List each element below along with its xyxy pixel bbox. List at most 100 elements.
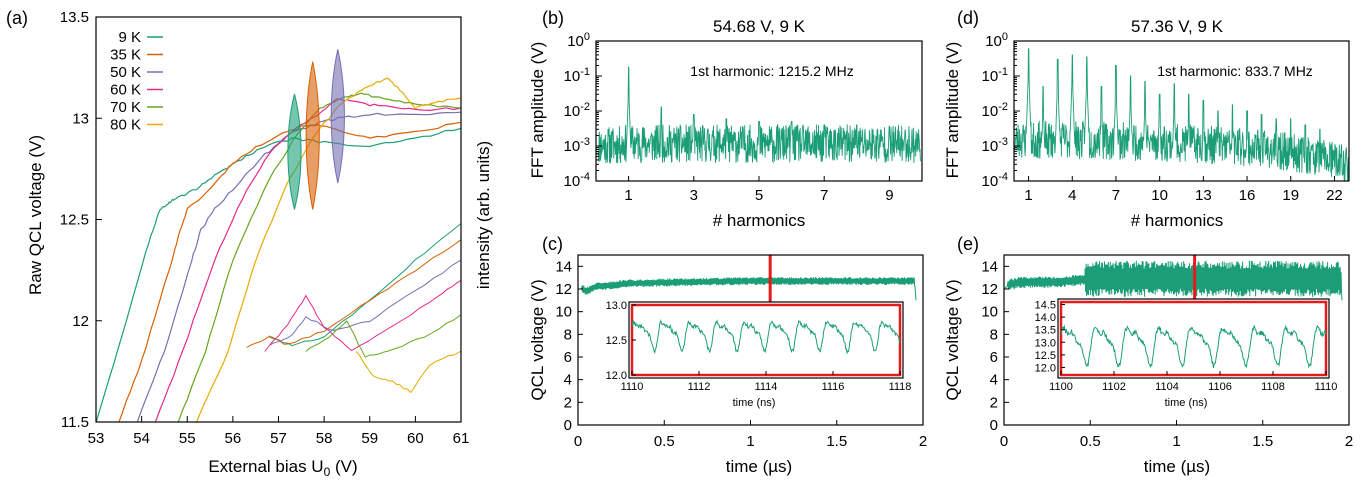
panel-c-xtick-label: 0.5 (654, 433, 675, 450)
panel-a-legend: 9 K35 K50 K60 K70 K80 K (110, 29, 163, 134)
panel-a-xtick-label: 60 (407, 430, 424, 447)
panel-e-inset-xlabel: time (ns) (1165, 397, 1208, 409)
panel-a-ytick-label: 12.5 (60, 212, 89, 229)
panel-e-xtick-label: 2 (1345, 433, 1353, 450)
panel-e-ytick-label: 0 (990, 417, 998, 434)
panel-e-ytick-label: 2 (990, 394, 998, 411)
panel-a-legend-label: 80 K (110, 117, 141, 134)
panel-d-ytick-label: 10-1 (982, 66, 1008, 85)
panel-c-inset-trace (631, 318, 901, 355)
panel-e-inset-xtick-label: 1104 (1155, 381, 1179, 393)
panel-e-xtick-label: 1.5 (1252, 433, 1273, 450)
panel-d-xtick-label: 7 (1112, 187, 1120, 204)
panel-b-plot-area (597, 66, 921, 164)
panel-b-frame (595, 40, 923, 182)
panel-a-spectrum-35K (305, 61, 320, 210)
panel-c: (c) time (µs) QCL voltage (V) time (ns) … (528, 234, 927, 476)
panel-a-series-35K (118, 121, 461, 422)
panel-d-xtick-label: 19 (1282, 187, 1299, 204)
panel-c-ytick-label: 8 (564, 326, 572, 343)
panel-c-ytick-label: 0 (564, 417, 572, 434)
panel-c-xlabel: time (µs) (726, 457, 792, 476)
panel-e-inset-xtick-label: 1108 (1261, 381, 1285, 393)
panel-c-ytick-label: 4 (564, 372, 572, 389)
panel-c-ytick-label: 2 (564, 394, 572, 411)
panel-c-label: (c) (542, 234, 563, 254)
panel-a-ylabel-right: intensity (arb. units) (474, 141, 493, 289)
panel-d-xtick-label: 10 (1151, 187, 1168, 204)
panel-a-ytick-label: 12 (72, 313, 89, 330)
panel-a-spectrum-9K (287, 93, 302, 210)
panel-c-xtick-label: 2 (919, 433, 927, 450)
panel-e-inset-ytick-label: 12.5 (1035, 350, 1056, 362)
panel-c-inset-xlabel: time (ns) (733, 397, 776, 409)
panel-c-xtick-label: 1.5 (826, 433, 847, 450)
panel-a-xtick-label: 53 (88, 430, 105, 447)
panel-b-ytick-label: 10-4 (564, 171, 590, 190)
panel-d-ylabel: FFT amplitude (V) (943, 42, 962, 179)
panel-a-xtick-label: 56 (225, 430, 242, 447)
panel-a-ytick-label: 13.5 (60, 9, 89, 26)
panel-d-ytick-label: 10-2 (982, 101, 1008, 120)
panel-b-ytick-label: 10-3 (564, 136, 590, 155)
panel-a-xtick-label: 54 (133, 430, 150, 447)
panel-d-xlabel: # harmonics (1131, 211, 1224, 230)
panel-e-xtick-label: 1 (1172, 433, 1180, 450)
panel-c-inset-ytick-label: 13.0 (606, 300, 627, 312)
panel-a-legend-label: 60 K (110, 82, 141, 99)
panel-e-inset-xtick-label: 1100 (1049, 381, 1073, 393)
panel-a-legend-label: 50 K (110, 64, 141, 81)
panel-e-xtick-label: 0 (1000, 433, 1008, 450)
panel-c-xtick-label: 1 (746, 433, 754, 450)
panel-c-inset-frame (630, 303, 902, 377)
panel-b-label: (b) (542, 8, 564, 28)
panel-e-ytick-label: 8 (990, 326, 998, 343)
panel-b-spectrum-trace (597, 66, 921, 164)
panel-d-title: 57.36 V, 9 K (1131, 17, 1224, 36)
panel-a-lower-branch-80K (355, 350, 461, 394)
panel-b-xlabel: # harmonics (713, 211, 806, 230)
panel-a-legend-label: 9 K (118, 29, 141, 46)
panel-a-lower-branch-35K (246, 239, 461, 348)
panel-a-lower-branch-70K (305, 314, 461, 358)
panel-c-inset-xtick-label: 1118 (889, 381, 912, 393)
panel-a-legend-label: 35 K (110, 47, 141, 64)
panel-a-xlabel: External bias U0 (V) (208, 457, 357, 479)
panel-a-series-80K (195, 77, 461, 422)
panel-a-xtick-label: 59 (361, 430, 378, 447)
panel-d-xtick-label: 1 (1024, 187, 1032, 204)
panel-a-xtick-label: 61 (453, 430, 470, 447)
panel-a-xtick-label: 57 (270, 430, 287, 447)
panel-d-xtick-label: 22 (1326, 187, 1343, 204)
panel-a-legend-label: 70 K (110, 99, 141, 116)
panel-e-ylabel: QCL voltage (V) (943, 279, 962, 400)
panel-a-label: (a) (6, 8, 28, 28)
panel-d-ytick-label: 10-3 (982, 136, 1008, 155)
panel-a-ytick-label: 13 (72, 110, 89, 127)
panel-b-ytick-label: 10-2 (564, 101, 590, 120)
panel-e-inset-ytick-label: 13.5 (1035, 325, 1056, 337)
panel-e-ytick-label: 4 (990, 372, 998, 389)
panel-b-xtick-label: 3 (690, 187, 698, 204)
panel-e-xtick-label: 0.5 (1080, 433, 1101, 450)
panel-c-inset-ytick-label: 12.5 (606, 335, 627, 347)
panel-a-xtick-label: 58 (316, 430, 333, 447)
panel-e-inset-ytick-label: 14.0 (1035, 312, 1056, 324)
panel-c-inset-xtick-label: 1112 (688, 381, 711, 393)
panel-c-inset-ytick-label: 12.0 (606, 370, 627, 382)
panel-e-inset-xtick-label: 1106 (1208, 381, 1232, 393)
panel-c-inset-xtick-label: 1110 (621, 381, 644, 393)
panel-e-inset-frame (1059, 300, 1328, 377)
panel-e: (e) time (µs) QCL voltage (V) time (ns) … (943, 234, 1353, 476)
panel-e-inset-ytick-label: 13.0 (1035, 337, 1056, 349)
panel-e-label: (e) (957, 234, 979, 254)
panel-a-frame (95, 16, 462, 423)
panel-d: (d) 57.36 V, 9 K 1st harmonic: 833.7 MHz… (943, 8, 1350, 230)
panel-e-inset-trace (1060, 324, 1327, 369)
panel-e-ytick-label: 14 (981, 258, 998, 275)
panel-c-xtick-label: 0 (574, 433, 582, 450)
panel-b-ylabel: FFT amplitude (V) (528, 42, 547, 179)
panel-c-ytick-label: 12 (555, 281, 572, 298)
panel-d-xtick-label: 13 (1195, 187, 1212, 204)
